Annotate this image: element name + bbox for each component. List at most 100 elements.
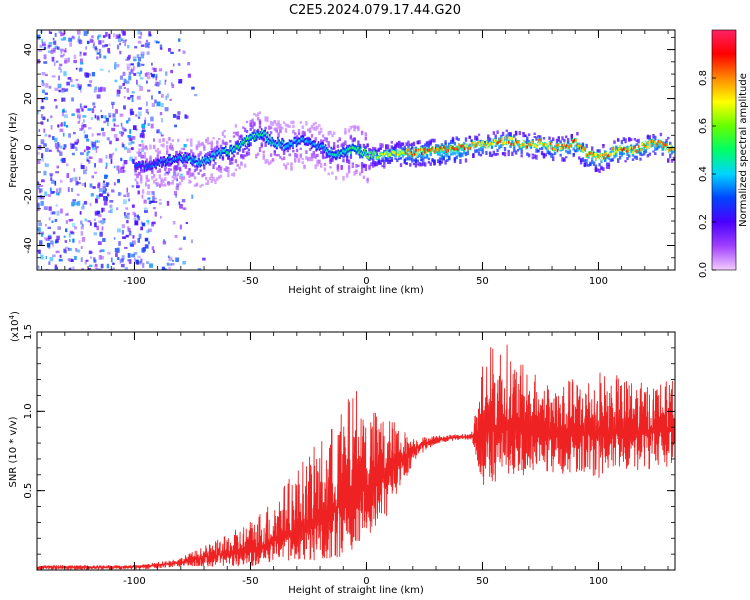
ridge-core [331, 153, 334, 156]
ridge-core [226, 151, 228, 154]
ridge-halo [379, 145, 382, 150]
ridge-halo [518, 131, 521, 136]
ridge-halo [206, 180, 210, 185]
noise-speckle [103, 196, 108, 201]
ridge-halo [205, 182, 208, 186]
ridge-core [277, 138, 279, 142]
ridge-halo [372, 155, 375, 159]
ridge-core [336, 153, 338, 157]
ridge-core [202, 161, 205, 164]
ridge-core [186, 158, 189, 162]
noise-speckle [66, 212, 69, 216]
noise-speckle [87, 108, 92, 111]
ridge-halo [206, 152, 210, 156]
noise-speckle [148, 42, 151, 45]
noise-speckle [187, 73, 191, 78]
ridge-halo [214, 162, 217, 165]
ridge-halo [201, 183, 204, 187]
noise-speckle [160, 102, 164, 108]
ridge-halo [475, 149, 479, 153]
noise-speckle [60, 31, 63, 37]
ridge-halo [405, 152, 408, 156]
ridge-halo [589, 161, 592, 167]
ridge-core [426, 148, 429, 152]
noise-speckle [178, 38, 181, 42]
noise-speckle [173, 171, 177, 177]
noise-speckle [177, 63, 181, 66]
ridge-core [495, 140, 497, 144]
noise-speckle [46, 242, 51, 248]
ridge-halo [175, 151, 178, 156]
ridge-halo [262, 137, 265, 142]
ridge-halo [236, 131, 239, 137]
ridge-halo [195, 183, 199, 187]
ridge-halo [253, 113, 256, 116]
noise-speckle [77, 200, 81, 206]
ridge-halo [323, 167, 327, 172]
ridge-halo [548, 136, 551, 140]
ridge-halo [314, 121, 317, 125]
noise-speckle [99, 231, 103, 237]
ridge-core [293, 138, 295, 142]
noise-speckle [70, 259, 74, 262]
ridge-core [378, 155, 380, 159]
noise-speckle [160, 215, 162, 219]
noise-speckle [79, 103, 82, 108]
noise-speckle [151, 102, 156, 107]
ridge-halo [208, 177, 212, 180]
noise-speckle [56, 210, 60, 216]
ridge-core [363, 151, 365, 155]
noise-speckle [142, 262, 145, 268]
ridge-halo [258, 147, 262, 152]
ridge-core [216, 151, 219, 155]
noise-speckle [137, 84, 141, 87]
ridge-halo [552, 153, 555, 156]
ridge-halo [179, 166, 182, 172]
noise-speckle [41, 38, 43, 44]
ridge-halo [231, 158, 234, 161]
ridge-halo [197, 140, 200, 145]
ridge-halo [256, 152, 260, 156]
noise-speckle [131, 244, 134, 247]
noise-speckle [96, 52, 100, 55]
ridge-halo [574, 144, 577, 148]
ridge-halo [401, 142, 405, 146]
noise-speckle [159, 80, 161, 85]
ridge-halo [312, 150, 315, 156]
ridge-halo [314, 164, 317, 170]
noise-speckle [138, 144, 142, 147]
ridge-core [213, 156, 215, 160]
ridge-halo [288, 153, 291, 157]
ridge-core [330, 148, 333, 152]
noise-speckle [114, 62, 117, 65]
ridge-halo [169, 146, 173, 150]
ridge-core [149, 165, 152, 169]
noise-speckle [164, 107, 169, 112]
ridge-halo [633, 138, 637, 141]
ridge-halo [398, 144, 401, 149]
ridge-core [307, 141, 309, 144]
noise-speckle [115, 124, 120, 127]
ridge-halo [236, 163, 239, 167]
ridge-halo [151, 176, 154, 180]
ridge-core [447, 149, 450, 152]
noise-speckle [114, 108, 118, 114]
ridge-core [661, 145, 663, 148]
noise-speckle [111, 189, 115, 193]
ridge-halo [535, 136, 538, 141]
noise-speckle [137, 238, 140, 243]
noise-speckle [127, 56, 129, 61]
ridge-halo [219, 170, 223, 173]
ridge-core [579, 144, 582, 148]
ridge-halo [245, 120, 249, 124]
noise-speckle [48, 134, 51, 138]
noise-speckle [146, 190, 151, 195]
ridge-halo [526, 136, 529, 141]
noise-speckle [71, 201, 75, 207]
ridge-halo [576, 132, 579, 136]
ridge-core [496, 141, 498, 145]
ridge-halo [242, 148, 245, 153]
noise-speckle [100, 109, 102, 113]
ridge-core [656, 142, 658, 146]
noise-speckle [47, 226, 51, 230]
